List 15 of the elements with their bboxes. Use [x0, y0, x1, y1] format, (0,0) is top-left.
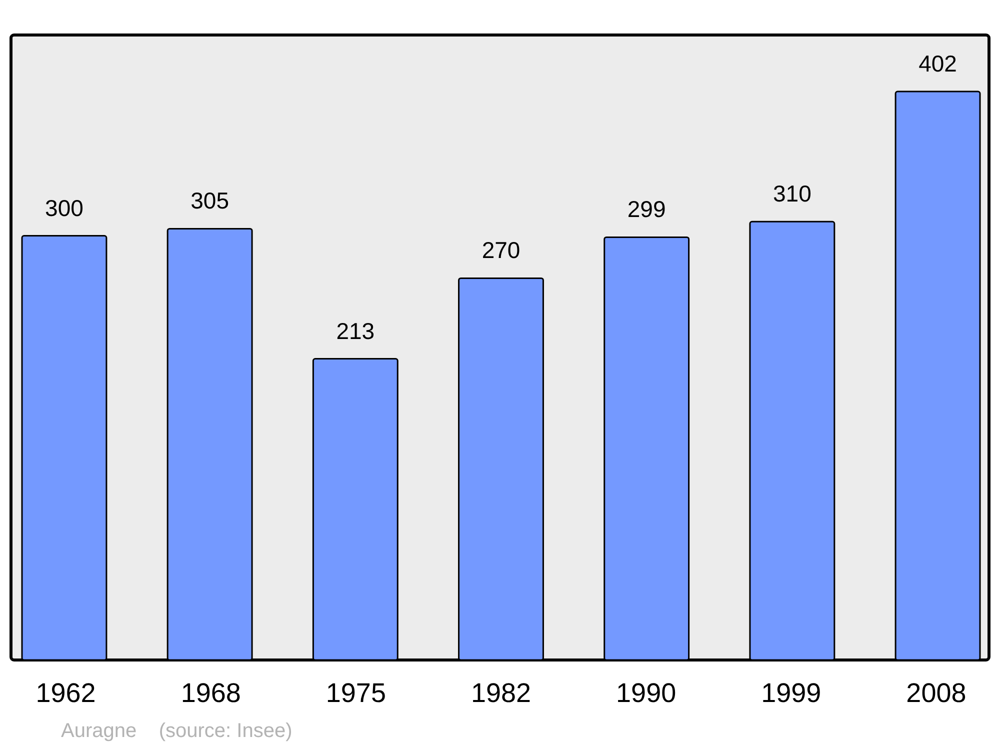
x-tick-label: 1990: [616, 678, 676, 708]
data-label: 213: [336, 318, 375, 344]
data-label: 299: [627, 196, 666, 222]
data-label: 310: [773, 180, 812, 207]
x-tick-label: 2008: [906, 678, 966, 708]
data-label: 305: [190, 188, 229, 214]
x-tick-label: 1982: [470, 678, 532, 708]
data-label: 402: [918, 50, 957, 77]
x-tick-label: 1962: [36, 678, 96, 708]
x-tick-label: 1968: [180, 678, 241, 708]
data-label: 300: [45, 194, 84, 221]
x-tick-label: 1975: [326, 678, 386, 708]
text: Auragne (source: Insee): [61, 720, 292, 742]
x-tick-label: 1999: [761, 678, 822, 708]
data-label: 270: [482, 237, 520, 264]
